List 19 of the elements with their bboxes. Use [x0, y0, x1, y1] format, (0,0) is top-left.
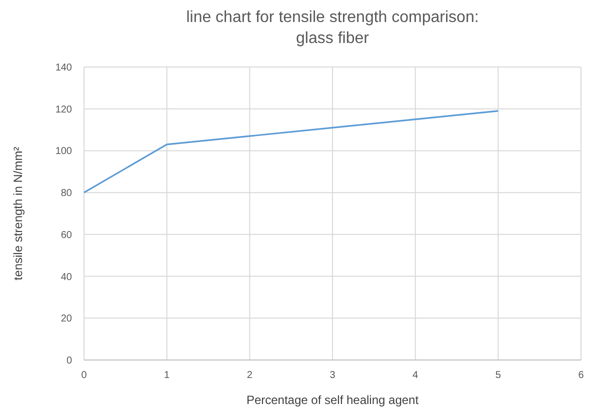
x-tick-label: 6	[578, 370, 584, 381]
y-tick-label: 120	[55, 104, 72, 116]
y-tick-label: 100	[55, 146, 72, 158]
y-tick-label: 20	[60, 314, 72, 325]
x-axis-title: Percentage of self healing agent	[246, 393, 420, 407]
x-tick-label: 0	[81, 370, 88, 381]
y-axis-title: tensile strength in N/mm²	[11, 146, 25, 280]
y-tick-label: 60	[60, 230, 72, 241]
y-tick-label: 140	[55, 62, 72, 74]
x-tick-label: 3	[330, 370, 336, 381]
y-tick-label: 0	[66, 356, 72, 366]
x-tick-label: 1	[164, 370, 170, 381]
y-tick-label: 80	[60, 188, 72, 200]
x-tick-label: 4	[412, 370, 419, 381]
x-tick-label: 2	[246, 370, 253, 381]
chart-title: line chart for tensile strength comparison: glass fiber	[186, 9, 479, 47]
x-tick-label: 5	[495, 370, 502, 381]
line-series	[83, 110, 499, 194]
y-tick-label: 40	[60, 272, 72, 283]
